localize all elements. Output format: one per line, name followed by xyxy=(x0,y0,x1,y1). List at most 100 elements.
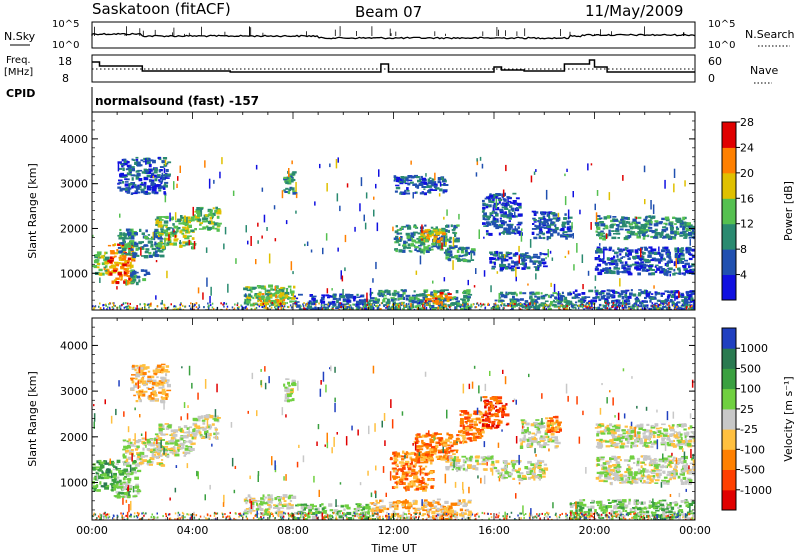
power-cell xyxy=(178,222,183,225)
power-cell xyxy=(187,227,190,232)
power-noise-cell xyxy=(264,288,267,294)
power-cell xyxy=(125,168,131,171)
power-nearrange-cell xyxy=(480,305,482,308)
power-cell xyxy=(435,300,438,303)
power-cell xyxy=(667,260,671,264)
velocity-cell xyxy=(321,503,324,506)
power-cell xyxy=(671,236,676,239)
power-cell xyxy=(114,255,117,258)
velocity-cell xyxy=(169,447,174,450)
power-cell xyxy=(359,295,362,298)
velocity-cell xyxy=(166,379,170,382)
power-cell xyxy=(562,221,567,225)
power-cell xyxy=(607,262,613,264)
power-nearrange-cell xyxy=(399,306,401,309)
velocity-cell xyxy=(215,415,219,419)
velocity-cell xyxy=(129,441,133,445)
power-cell xyxy=(205,219,209,223)
power-cell xyxy=(282,287,286,290)
power-cell xyxy=(130,264,134,268)
velocity-cell xyxy=(283,503,288,506)
power-cell xyxy=(486,215,491,219)
power-cell xyxy=(156,176,161,179)
power-cell xyxy=(353,298,356,302)
power-cell xyxy=(291,172,296,176)
power-cell xyxy=(322,300,326,304)
velocity-cell xyxy=(145,382,148,386)
power-cell xyxy=(685,269,690,273)
power-cell xyxy=(107,244,112,247)
power-cell xyxy=(418,239,423,243)
power-cell xyxy=(650,293,654,295)
power-noise-cell xyxy=(213,179,215,184)
power-cell xyxy=(119,173,123,177)
power-cell xyxy=(162,187,166,190)
power-cell xyxy=(588,300,593,303)
power-cell xyxy=(554,224,557,227)
power-nearrange-cell xyxy=(588,302,591,304)
velocity-cell xyxy=(105,468,111,471)
power-cell xyxy=(436,239,441,243)
power-cell xyxy=(626,236,630,239)
power-noise-cell xyxy=(206,308,209,310)
power-cell xyxy=(630,289,633,292)
power-nearrange-cell xyxy=(542,308,545,310)
power-cell xyxy=(342,307,348,310)
power-cell xyxy=(279,302,284,306)
velocity-cell xyxy=(142,459,148,462)
power-cell xyxy=(426,298,429,301)
power-cell xyxy=(482,203,487,207)
power-cell xyxy=(650,235,654,238)
power-cell xyxy=(122,163,128,166)
power-cell xyxy=(627,234,632,238)
power-cell xyxy=(679,225,683,228)
power-cell xyxy=(420,293,424,297)
power-cell xyxy=(154,231,159,234)
power-cell xyxy=(381,295,384,298)
power-cell xyxy=(442,303,445,307)
velocity-cell xyxy=(158,425,163,428)
power-cell xyxy=(648,215,652,219)
power-nearrange-cell xyxy=(622,306,624,309)
power-cell xyxy=(620,302,624,305)
power-nearrange-cell xyxy=(176,308,178,310)
power-cell xyxy=(356,305,360,309)
velocity-cell xyxy=(135,400,139,403)
velocity-cell xyxy=(118,486,124,489)
nsearch-tick-bottom: 10^0 xyxy=(708,40,735,51)
power-nearrange-cell xyxy=(378,308,380,310)
velocity-cell xyxy=(158,446,162,450)
power-cell xyxy=(602,237,607,241)
power-cell xyxy=(667,294,670,298)
power-nearrange-cell xyxy=(283,308,286,310)
power-nearrange-cell xyxy=(304,308,306,310)
velocity-cell xyxy=(126,490,130,493)
power-echo-region xyxy=(531,210,574,241)
power-nearrange-cell xyxy=(262,306,265,309)
power-cell xyxy=(267,291,271,294)
power-cell xyxy=(159,250,164,253)
velocity-cell xyxy=(183,436,189,439)
power-cell xyxy=(117,161,122,164)
power-cell xyxy=(128,230,131,233)
power-cell xyxy=(467,252,470,255)
power-noise-cell xyxy=(438,193,441,197)
power-cell xyxy=(634,302,638,305)
power-cell xyxy=(427,234,432,238)
power-cell xyxy=(163,216,167,218)
power-nearrange-cell xyxy=(574,304,576,307)
power-cell xyxy=(552,231,557,234)
power-cell xyxy=(347,296,350,299)
velocity-cell xyxy=(165,427,170,430)
power-cell xyxy=(636,221,641,225)
power-noise-cell xyxy=(164,195,167,203)
power-nearrange-cell xyxy=(585,305,587,308)
power-cell xyxy=(166,173,171,176)
power-cell xyxy=(636,257,641,259)
power-noise-cell xyxy=(430,292,432,296)
power-cell xyxy=(617,247,620,250)
power-cell xyxy=(667,271,672,274)
velocity-cell xyxy=(132,495,138,498)
velocity-cell xyxy=(132,461,136,463)
velocity-cell xyxy=(124,461,130,465)
